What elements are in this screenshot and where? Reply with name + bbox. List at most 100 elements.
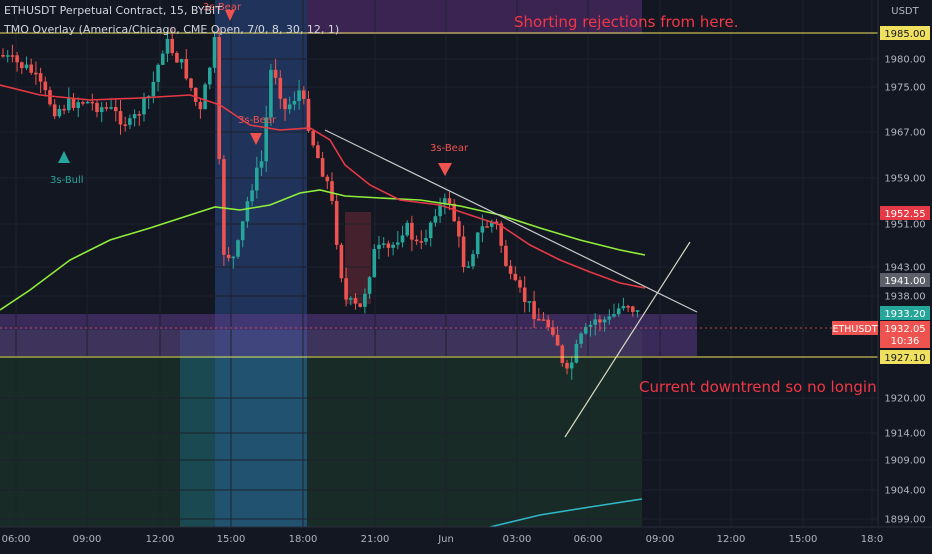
- candle: [358, 303, 362, 308]
- badge-ticker-text: ETHUSDT: [832, 324, 877, 335]
- candle: [330, 172, 334, 205]
- time-tick-label: 18:0: [861, 534, 883, 545]
- bear-arrow-icon: [225, 10, 235, 21]
- candle: [255, 156, 259, 199]
- price-tick-label: 1959.00: [884, 174, 925, 185]
- candle: [292, 91, 297, 111]
- price-tick-label: 1899.00: [884, 515, 925, 526]
- candle: [428, 221, 433, 247]
- candle: [631, 305, 635, 317]
- bear-marker-mid: 3s-Bear: [238, 115, 277, 126]
- time-tick-label: 15:00: [789, 534, 818, 545]
- candle: [10, 44, 15, 63]
- badge-countdown-text: 10:36: [891, 336, 920, 347]
- candle: [419, 230, 424, 250]
- candle: [38, 67, 43, 94]
- candle: [588, 321, 593, 337]
- price-tick-label: 1967.00: [884, 128, 925, 139]
- badge-lower-level: 1927.10: [880, 350, 930, 364]
- candle: [616, 303, 621, 317]
- candle: [109, 98, 113, 110]
- candle: [189, 77, 193, 92]
- price-ticks: 1980.00 1975.00 1967.00 1959.00 1951.00 1943.…: [884, 55, 925, 526]
- downtrend-line[interactable]: [324, 129, 698, 313]
- candle: [452, 199, 456, 223]
- candle: [95, 98, 99, 118]
- price-tick-label: 1920.00: [884, 394, 925, 405]
- candle: [198, 98, 203, 119]
- green-shade-zone: [0, 330, 642, 527]
- candle: [29, 58, 33, 75]
- time-axis[interactable]: [0, 527, 932, 550]
- candle: [156, 63, 160, 92]
- candle: [560, 344, 565, 367]
- candle: [504, 239, 508, 267]
- short-note: Shorting rejections from here.: [514, 13, 739, 31]
- badge-last-price-text: 1932.05: [884, 324, 925, 335]
- indicator-title[interactable]: TMO Overlay (America/Chicago, CME Open, …: [3, 23, 339, 36]
- symbol-title[interactable]: ETHUSDT Perpetual Contract, 15, BYBIT: [4, 4, 222, 17]
- candle: [85, 100, 90, 104]
- badge-red-ma: 1952.55: [880, 206, 930, 220]
- candle: [367, 275, 372, 299]
- candle: [175, 51, 179, 63]
- candle: [316, 141, 320, 159]
- time-tick-label: Jun: [437, 534, 454, 545]
- candle: [433, 208, 438, 227]
- candle: [400, 225, 405, 248]
- candle: [283, 97, 287, 121]
- time-tick-label: 06:00: [574, 534, 603, 545]
- candle: [250, 184, 254, 207]
- candle: [240, 220, 245, 248]
- candle: [334, 193, 339, 250]
- price-tick-label: 1980.00: [884, 55, 925, 66]
- time-tick-label: 09:00: [646, 534, 675, 545]
- candle: [551, 320, 555, 337]
- candle: [287, 96, 292, 114]
- candle: [161, 50, 165, 66]
- candle: [626, 304, 630, 312]
- candle: [339, 242, 344, 283]
- candle: [306, 91, 311, 133]
- candle: [424, 229, 428, 246]
- candle: [381, 236, 386, 249]
- candle: [311, 128, 315, 148]
- candle: [24, 56, 29, 70]
- price-tick-label: 1938.00: [884, 292, 925, 303]
- candle: [184, 48, 189, 81]
- order-block: [345, 212, 371, 304]
- badge-dark-level: 1941.00: [880, 273, 930, 287]
- bear-marker-right: 3s-Bear: [430, 143, 469, 154]
- price-tick-label: 1909.00: [884, 456, 925, 467]
- candle: [461, 225, 466, 273]
- candle: [114, 97, 118, 122]
- uptrend-line[interactable]: [564, 241, 691, 438]
- candle: [71, 92, 76, 111]
- candle: [57, 104, 62, 119]
- candle: [518, 276, 522, 293]
- price-tick-label: 1914.00: [884, 429, 925, 440]
- session-highlight-cyan: [180, 330, 307, 527]
- candle: [513, 266, 518, 282]
- candle: [598, 315, 602, 332]
- candle: [438, 197, 442, 224]
- candle: [123, 116, 127, 132]
- time-tick-label: 12:00: [717, 534, 746, 545]
- candle: [325, 174, 330, 190]
- price-tick-label: 1904.00: [884, 486, 925, 497]
- badge-green-level-text: 1933.20: [884, 309, 925, 320]
- candle: [414, 235, 419, 246]
- downtrend-note: Current downtrend so no longing: [639, 378, 886, 396]
- time-tick-label: 15:00: [217, 534, 246, 545]
- short-zone-box: [307, 0, 642, 34]
- candle: [264, 105, 268, 172]
- time-tick-label: 21:00: [361, 534, 390, 545]
- time-ticks: 06:00 09:00 12:00 15:00 18:00 21:00 Jun 03:00 06…: [2, 534, 884, 545]
- candle: [574, 339, 579, 364]
- candle: [457, 216, 461, 248]
- candle: [377, 236, 381, 260]
- candle: [607, 309, 612, 325]
- candle: [555, 326, 560, 346]
